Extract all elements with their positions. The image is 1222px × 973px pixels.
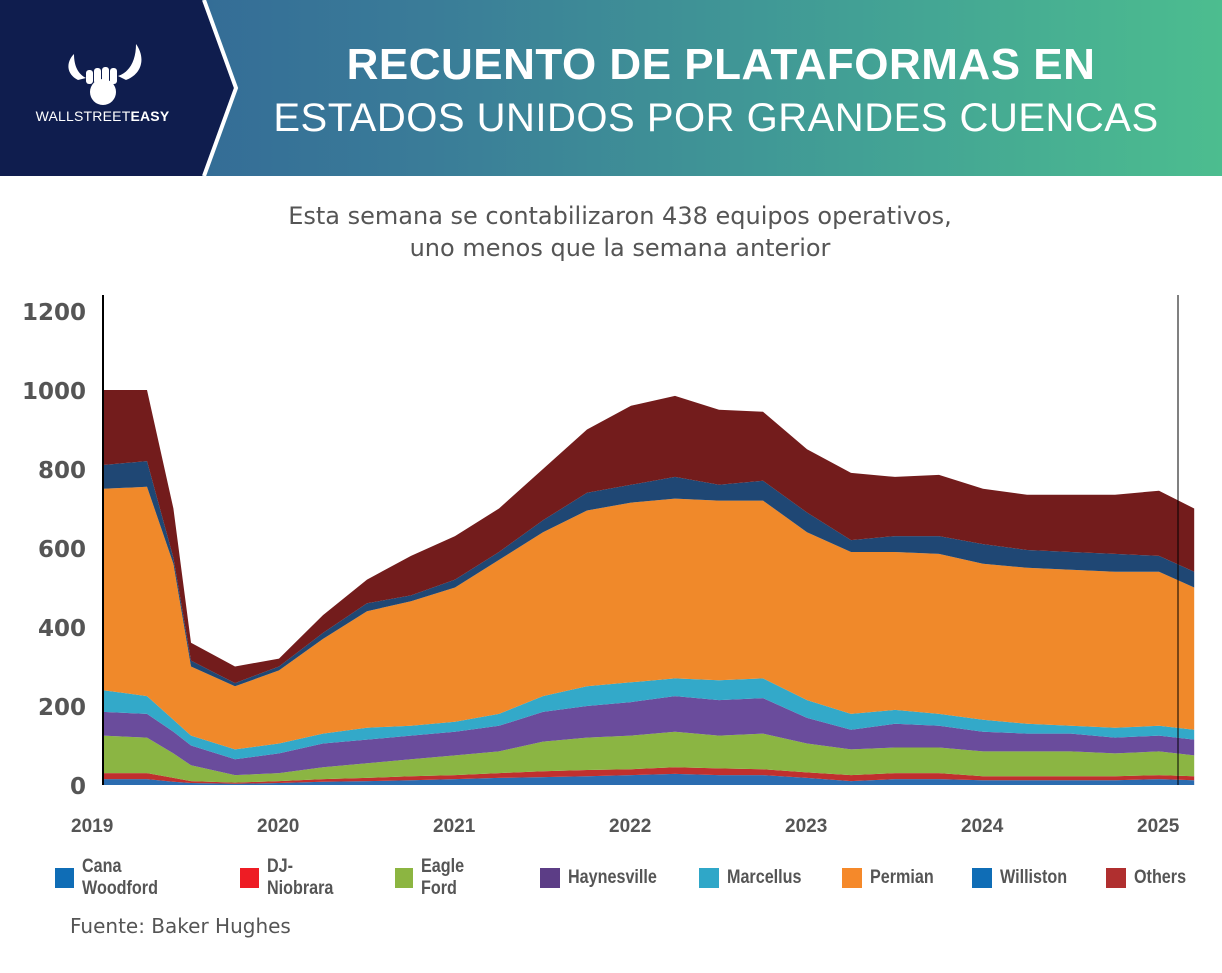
area-eagle-ford <box>103 731 1195 783</box>
x-tick-label: 2020 <box>257 816 299 837</box>
header-banner: WALLSTREETEASY RECUENTO DE PLATAFORMAS E… <box>0 0 1222 176</box>
legend-swatch <box>971 868 992 888</box>
logo-panel-shape <box>0 0 239 176</box>
y-tick-label: 1200 <box>22 300 86 326</box>
y-tick-label: 800 <box>38 458 86 484</box>
legend-item: Marcellus <box>699 867 815 889</box>
x-tick-label: 2025 <box>1137 816 1180 837</box>
legend-label: Permian <box>869 867 934 888</box>
subtitle-line-2: uno menos que la semana anterior <box>409 234 831 262</box>
y-tick-label: 600 <box>38 537 86 563</box>
x-tick-label: 2022 <box>609 816 651 837</box>
x-tick-label: 2023 <box>785 816 827 837</box>
legend-swatch <box>394 868 414 888</box>
brand-name: WALLSTREETEASY <box>0 108 205 124</box>
legend-label: Williston <box>999 867 1067 888</box>
chart-legend: Cana Woodford DJ-Niobrara Eagle Ford Haynes… <box>55 856 1222 900</box>
title-line-1: RECUENTO DE PLATAFORMAS EN <box>346 40 1096 89</box>
legend-swatch <box>239 868 259 888</box>
brand-bold: EASY <box>130 108 170 124</box>
x-tick-label: 2024 <box>961 816 1004 837</box>
subtitle: Esta semana se contabilizaron 438 equipo… <box>0 200 1222 264</box>
subtitle-line-1: Esta semana se contabilizaron 438 equipo… <box>288 202 952 230</box>
legend-label: Cana Woodford <box>81 856 158 899</box>
legend-item: Others <box>1105 867 1195 889</box>
source-note: Fuente: Baker Hughes <box>70 914 291 938</box>
brand-light: WALLSTREET <box>35 108 131 124</box>
x-tick-label: 2021 <box>433 816 476 837</box>
legend-item: Eagle Ford <box>394 856 513 900</box>
legend-item: Williston <box>971 867 1079 889</box>
title-line-2: ESTADOS UNIDOS POR GRANDES CUENCAS <box>273 96 1159 140</box>
legend-swatch <box>1105 868 1126 888</box>
area-permian <box>103 486 1195 750</box>
bull-fist-logo-icon <box>68 44 142 105</box>
legend-swatch <box>55 868 74 888</box>
legend-item: Haynesville <box>539 867 673 889</box>
area-others <box>103 390 1195 684</box>
area-dj-niobrara <box>103 767 1195 784</box>
legend-label: Eagle Ford <box>421 856 465 899</box>
area-haynesville <box>103 696 1195 776</box>
legend-swatch <box>841 868 862 888</box>
y-tick-label: 400 <box>38 616 86 642</box>
y-tick-label: 200 <box>38 695 86 721</box>
legend-item: DJ-Niobrara <box>239 856 368 900</box>
stacked-area-chart: 0 200 400 600 800 1000 1200 2019 2020 2021 2022 202… <box>22 295 1195 837</box>
legend-swatch <box>539 868 560 888</box>
legend-label: Marcellus <box>727 867 802 888</box>
x-tick-label: 2019 <box>71 816 113 837</box>
area-marcellus <box>103 678 1195 760</box>
logo-panel: WALLSTREETEASY <box>0 0 239 176</box>
y-tick-label: 0 <box>70 774 86 800</box>
area-cana-woodford <box>103 773 1195 785</box>
legend-item: Cana Woodford <box>55 856 213 900</box>
legend-item: Permian <box>841 867 945 889</box>
legend-label: Others <box>1133 867 1186 888</box>
legend-swatch <box>699 868 720 888</box>
y-tick-label: 1000 <box>22 379 86 405</box>
legend-label: Haynesville <box>567 867 657 888</box>
legend-label: DJ-Niobrara <box>266 856 333 899</box>
